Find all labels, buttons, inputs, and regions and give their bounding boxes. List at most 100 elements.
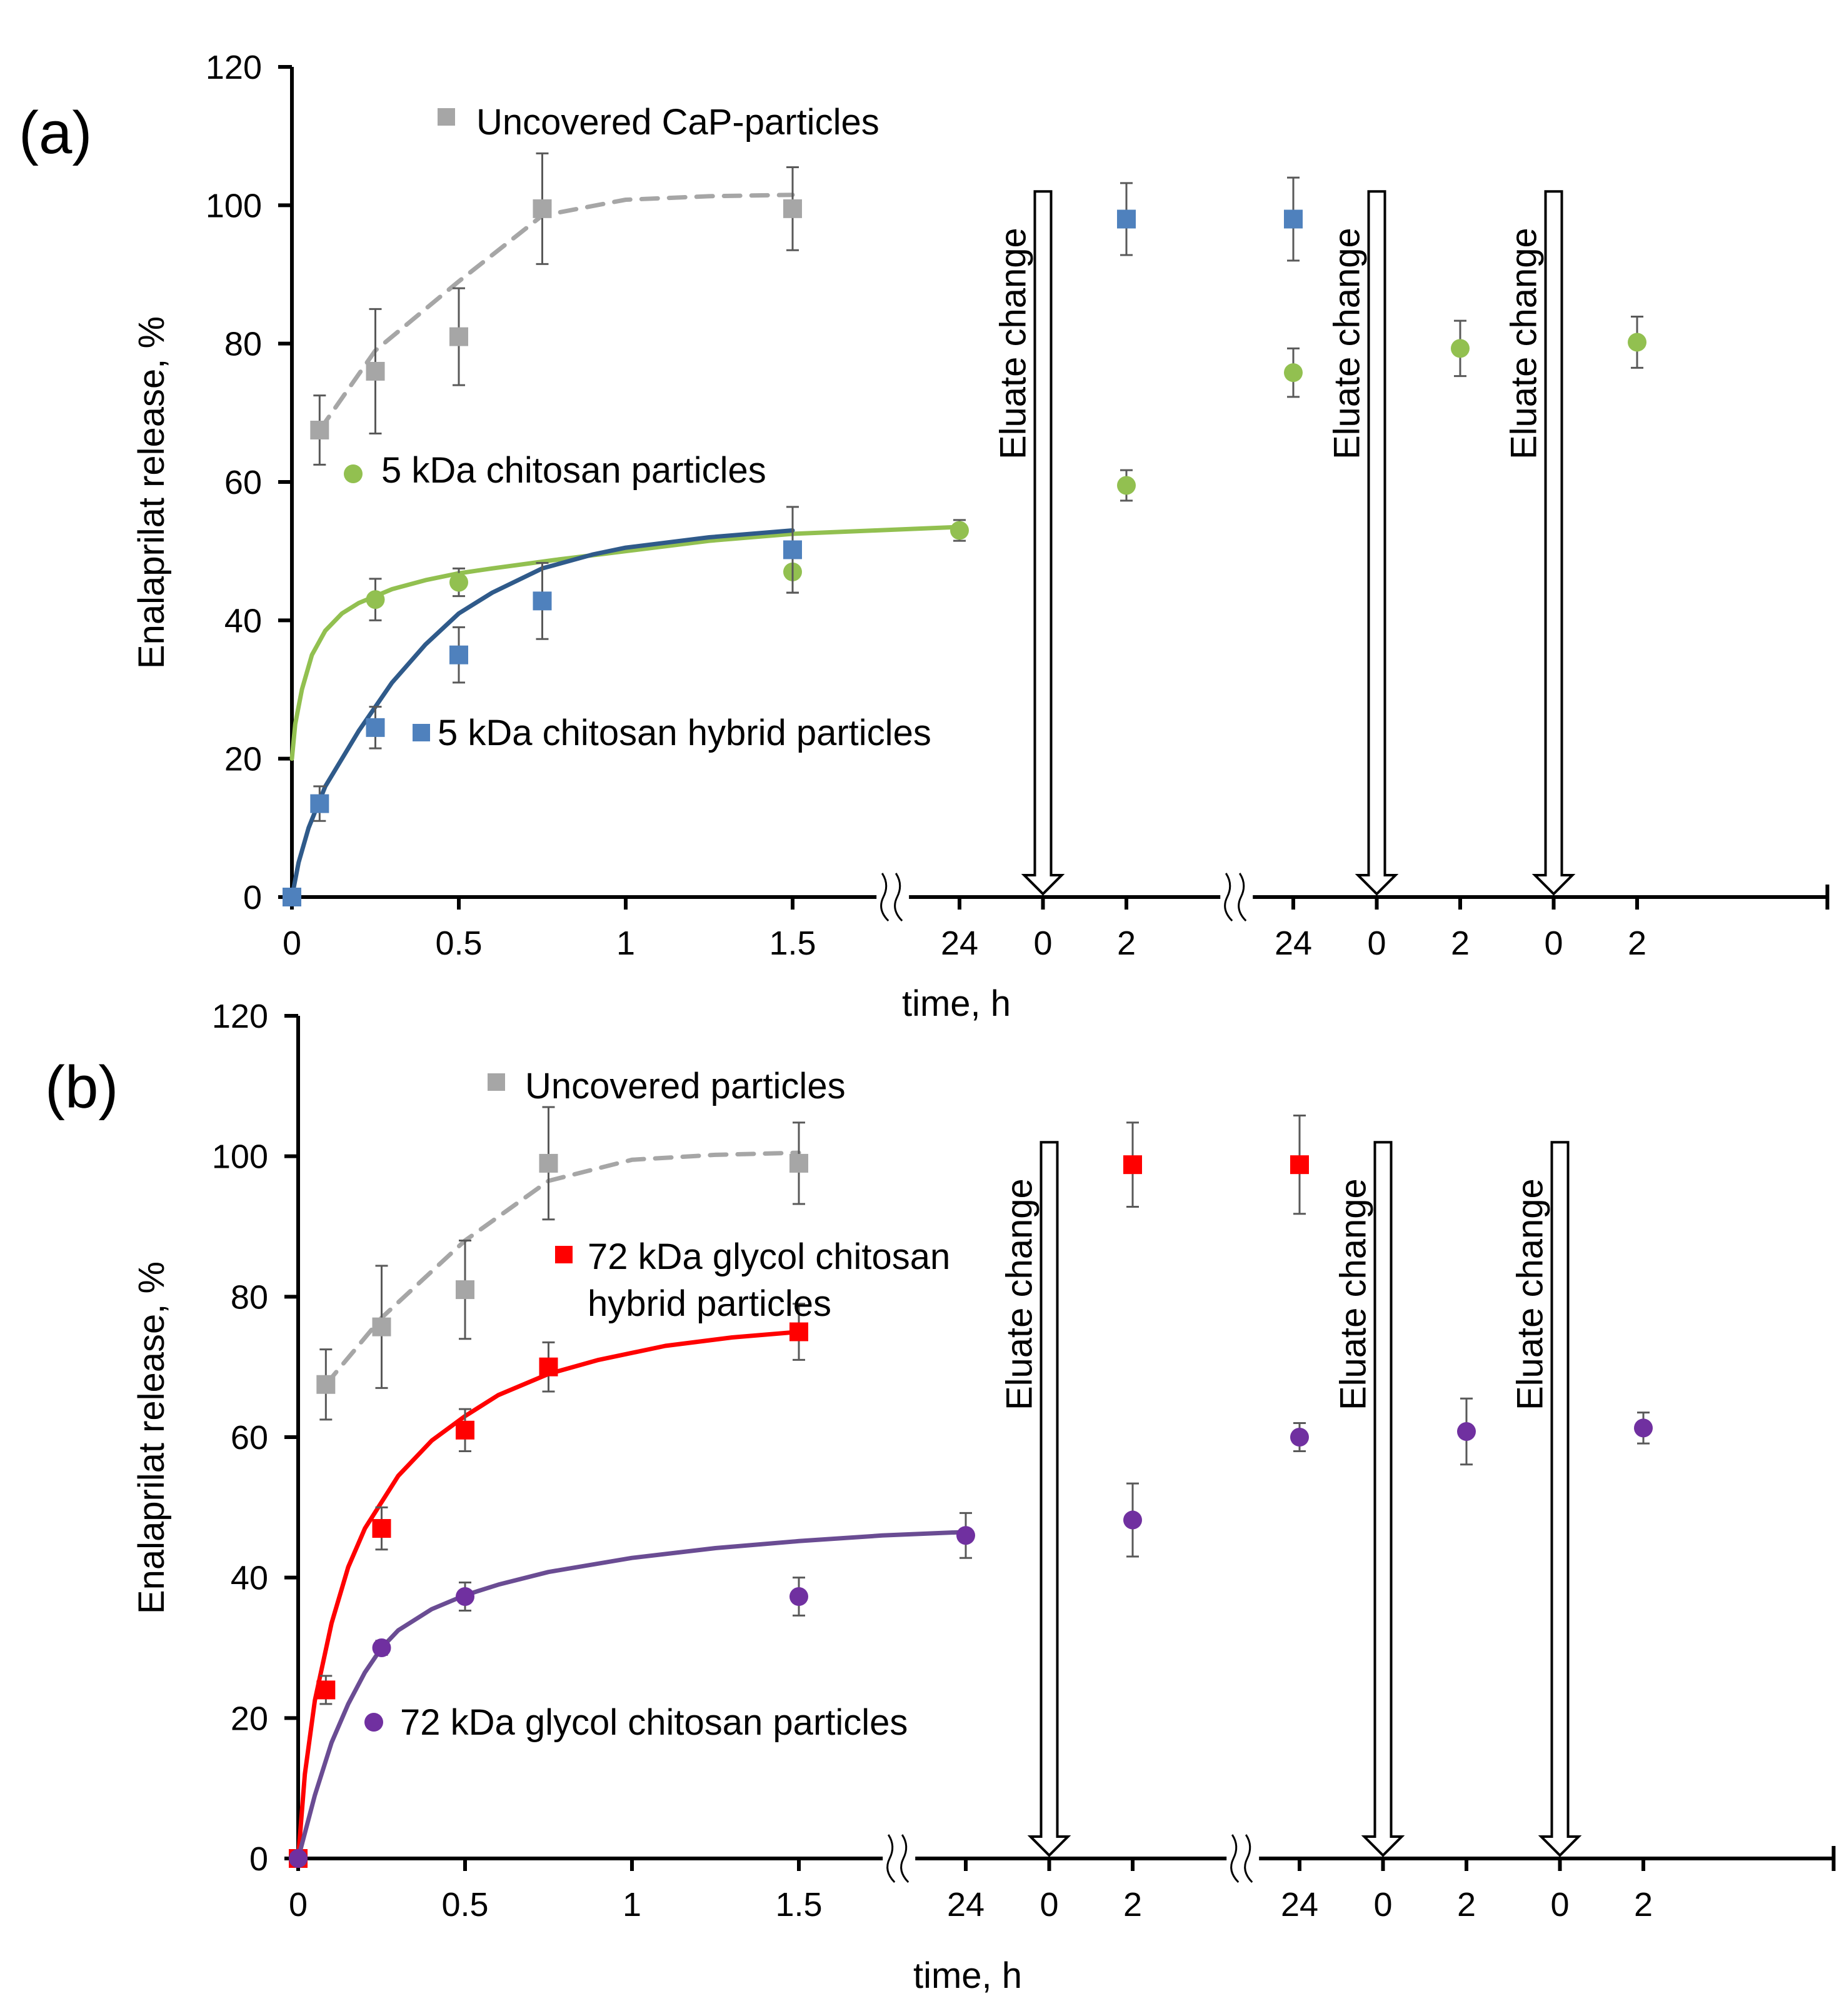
data-point (783, 199, 802, 218)
data-point (372, 1638, 391, 1657)
eluate-change-label: Eluate change (1510, 1178, 1551, 1410)
x-tick-label: 2 (1634, 1886, 1653, 1923)
data-point (1451, 339, 1470, 358)
x-tick-label: 24 (1275, 925, 1312, 962)
y-tick-label: 20 (224, 741, 262, 778)
legend: Uncovered CaP-particles 5 kDa chitosan p… (344, 102, 931, 753)
x-axis-title: time, h (902, 983, 1011, 1024)
y-tick-label: 0 (249, 1840, 268, 1878)
y-axis-title: Enalaprilat release, % (131, 1261, 172, 1614)
data-point (449, 573, 468, 592)
y-tick-label: 100 (212, 1138, 268, 1176)
data-point (1457, 1422, 1476, 1442)
data-point (316, 1680, 336, 1700)
eluate-change-arrows: Eluate change Eluate change Eluate change (993, 190, 1576, 896)
x-tick-label: 0 (1373, 1886, 1392, 1923)
y-tick-label: 80 (224, 326, 262, 363)
series-0 (310, 152, 802, 466)
legend-label-72kda-hybrid-line1: 72 kDa glycol chitosan (588, 1236, 950, 1277)
legend-marker-5kda-particles (344, 464, 363, 483)
data-point (372, 1317, 391, 1336)
data-point (316, 1375, 336, 1394)
x-tick-label: 0.5 (441, 1886, 488, 1923)
legend-label-uncovered: Uncovered particles (525, 1066, 846, 1106)
legend-label-5kda-hybrid: 5 kDa chitosan hybrid particles (438, 713, 931, 753)
data-point (956, 1526, 975, 1545)
eluate-change-arrow (1531, 190, 1576, 896)
y-tick-label: 40 (224, 602, 262, 639)
data-point (1290, 1428, 1309, 1447)
panel-a: (a) Enalaprilat release, % time, h 02040… (19, 49, 1830, 1024)
plot-series (289, 1106, 1653, 1868)
data-point (310, 794, 329, 813)
legend-label-5kda-particles: 5 kDa chitosan particles (381, 450, 766, 491)
legend-marker-5kda-hybrid (413, 724, 430, 741)
legend-label-72kda-hybrid-line2: hybrid particles (588, 1283, 831, 1324)
eluate-change-arrow (1538, 1141, 1582, 1857)
data-point (533, 591, 552, 611)
y-tick-label: 20 (231, 1700, 268, 1737)
x-tick-label: 0 (1033, 925, 1052, 962)
x-tick-label: 2 (1628, 925, 1646, 962)
fit-curve (296, 1330, 801, 1861)
data-point (539, 1153, 558, 1173)
y-tick-label: 80 (231, 1278, 268, 1316)
y-tick-label: 0 (243, 879, 262, 916)
data-point (1290, 1155, 1309, 1175)
data-point (456, 1420, 474, 1440)
data-point (449, 327, 468, 346)
x-tick-label: 1 (616, 925, 635, 962)
series-2 (289, 1397, 1653, 1868)
y-tick-label: 120 (206, 49, 262, 86)
axis-break-mark (886, 1834, 896, 1883)
y-tick-label: 60 (224, 464, 262, 501)
x-tick-label: 2 (1457, 1886, 1476, 1923)
x-tick-label: 24 (947, 1886, 985, 1923)
data-point (539, 1357, 558, 1377)
legend-label-uncovered: Uncovered CaP-particles (476, 102, 879, 143)
legend-marker-uncovered (488, 1073, 505, 1091)
x-tick-label: 0 (1550, 1886, 1569, 1923)
data-point (366, 590, 385, 609)
panel-b: (b) Enalaprilat release, % time, h 02040… (45, 998, 1836, 1996)
data-point (950, 521, 969, 540)
fit-curve (289, 528, 795, 900)
x-tick-label: 0 (1040, 1886, 1058, 1923)
data-point (1628, 333, 1647, 352)
x-tick-label: 1 (623, 1886, 641, 1923)
eluate-change-label: Eluate change (1333, 1178, 1374, 1410)
eluate-change-label: Eluate change (993, 228, 1034, 459)
data-point (1634, 1418, 1653, 1438)
axis-break-mark (1244, 1834, 1253, 1883)
axis-break-mark (900, 1834, 909, 1883)
data-point (789, 1153, 808, 1173)
data-point (283, 888, 301, 906)
x-tick-label: 0 (1544, 925, 1563, 962)
axis-break-mark (1230, 1834, 1240, 1883)
eluate-change-label: Eluate change (1000, 1178, 1040, 1410)
eluate-change-arrow (1355, 190, 1399, 896)
legend-marker-72kda-hybrid (555, 1246, 573, 1263)
data-point (289, 1849, 308, 1868)
axis-break-mark (880, 873, 889, 922)
x-axis-title: time, h (913, 1955, 1022, 1996)
panel-label: (b) (45, 1054, 118, 1121)
x-tick-label: 1.5 (775, 1886, 822, 1923)
data-point (456, 1587, 474, 1606)
data-point (449, 645, 468, 664)
data-point (456, 1280, 474, 1300)
eluate-change-arrow (1027, 1141, 1071, 1857)
x-tick-label: 2 (1451, 925, 1470, 962)
legend-label-72kda-particles: 72 kDa glycol chitosan particles (400, 1702, 908, 1743)
data-point (1117, 209, 1136, 229)
eluate-change-label: Eluate change (1504, 228, 1545, 459)
eluate-change-label: Eluate change (1327, 228, 1368, 459)
legend-marker-72kda-particles (364, 1713, 383, 1732)
y-axis-title: Enalaprilat release, % (131, 316, 172, 669)
fit-curve (296, 1530, 968, 1861)
x-tick-label: 0 (289, 1886, 308, 1923)
data-point (1284, 363, 1303, 383)
x-tick-label: 2 (1117, 925, 1136, 962)
